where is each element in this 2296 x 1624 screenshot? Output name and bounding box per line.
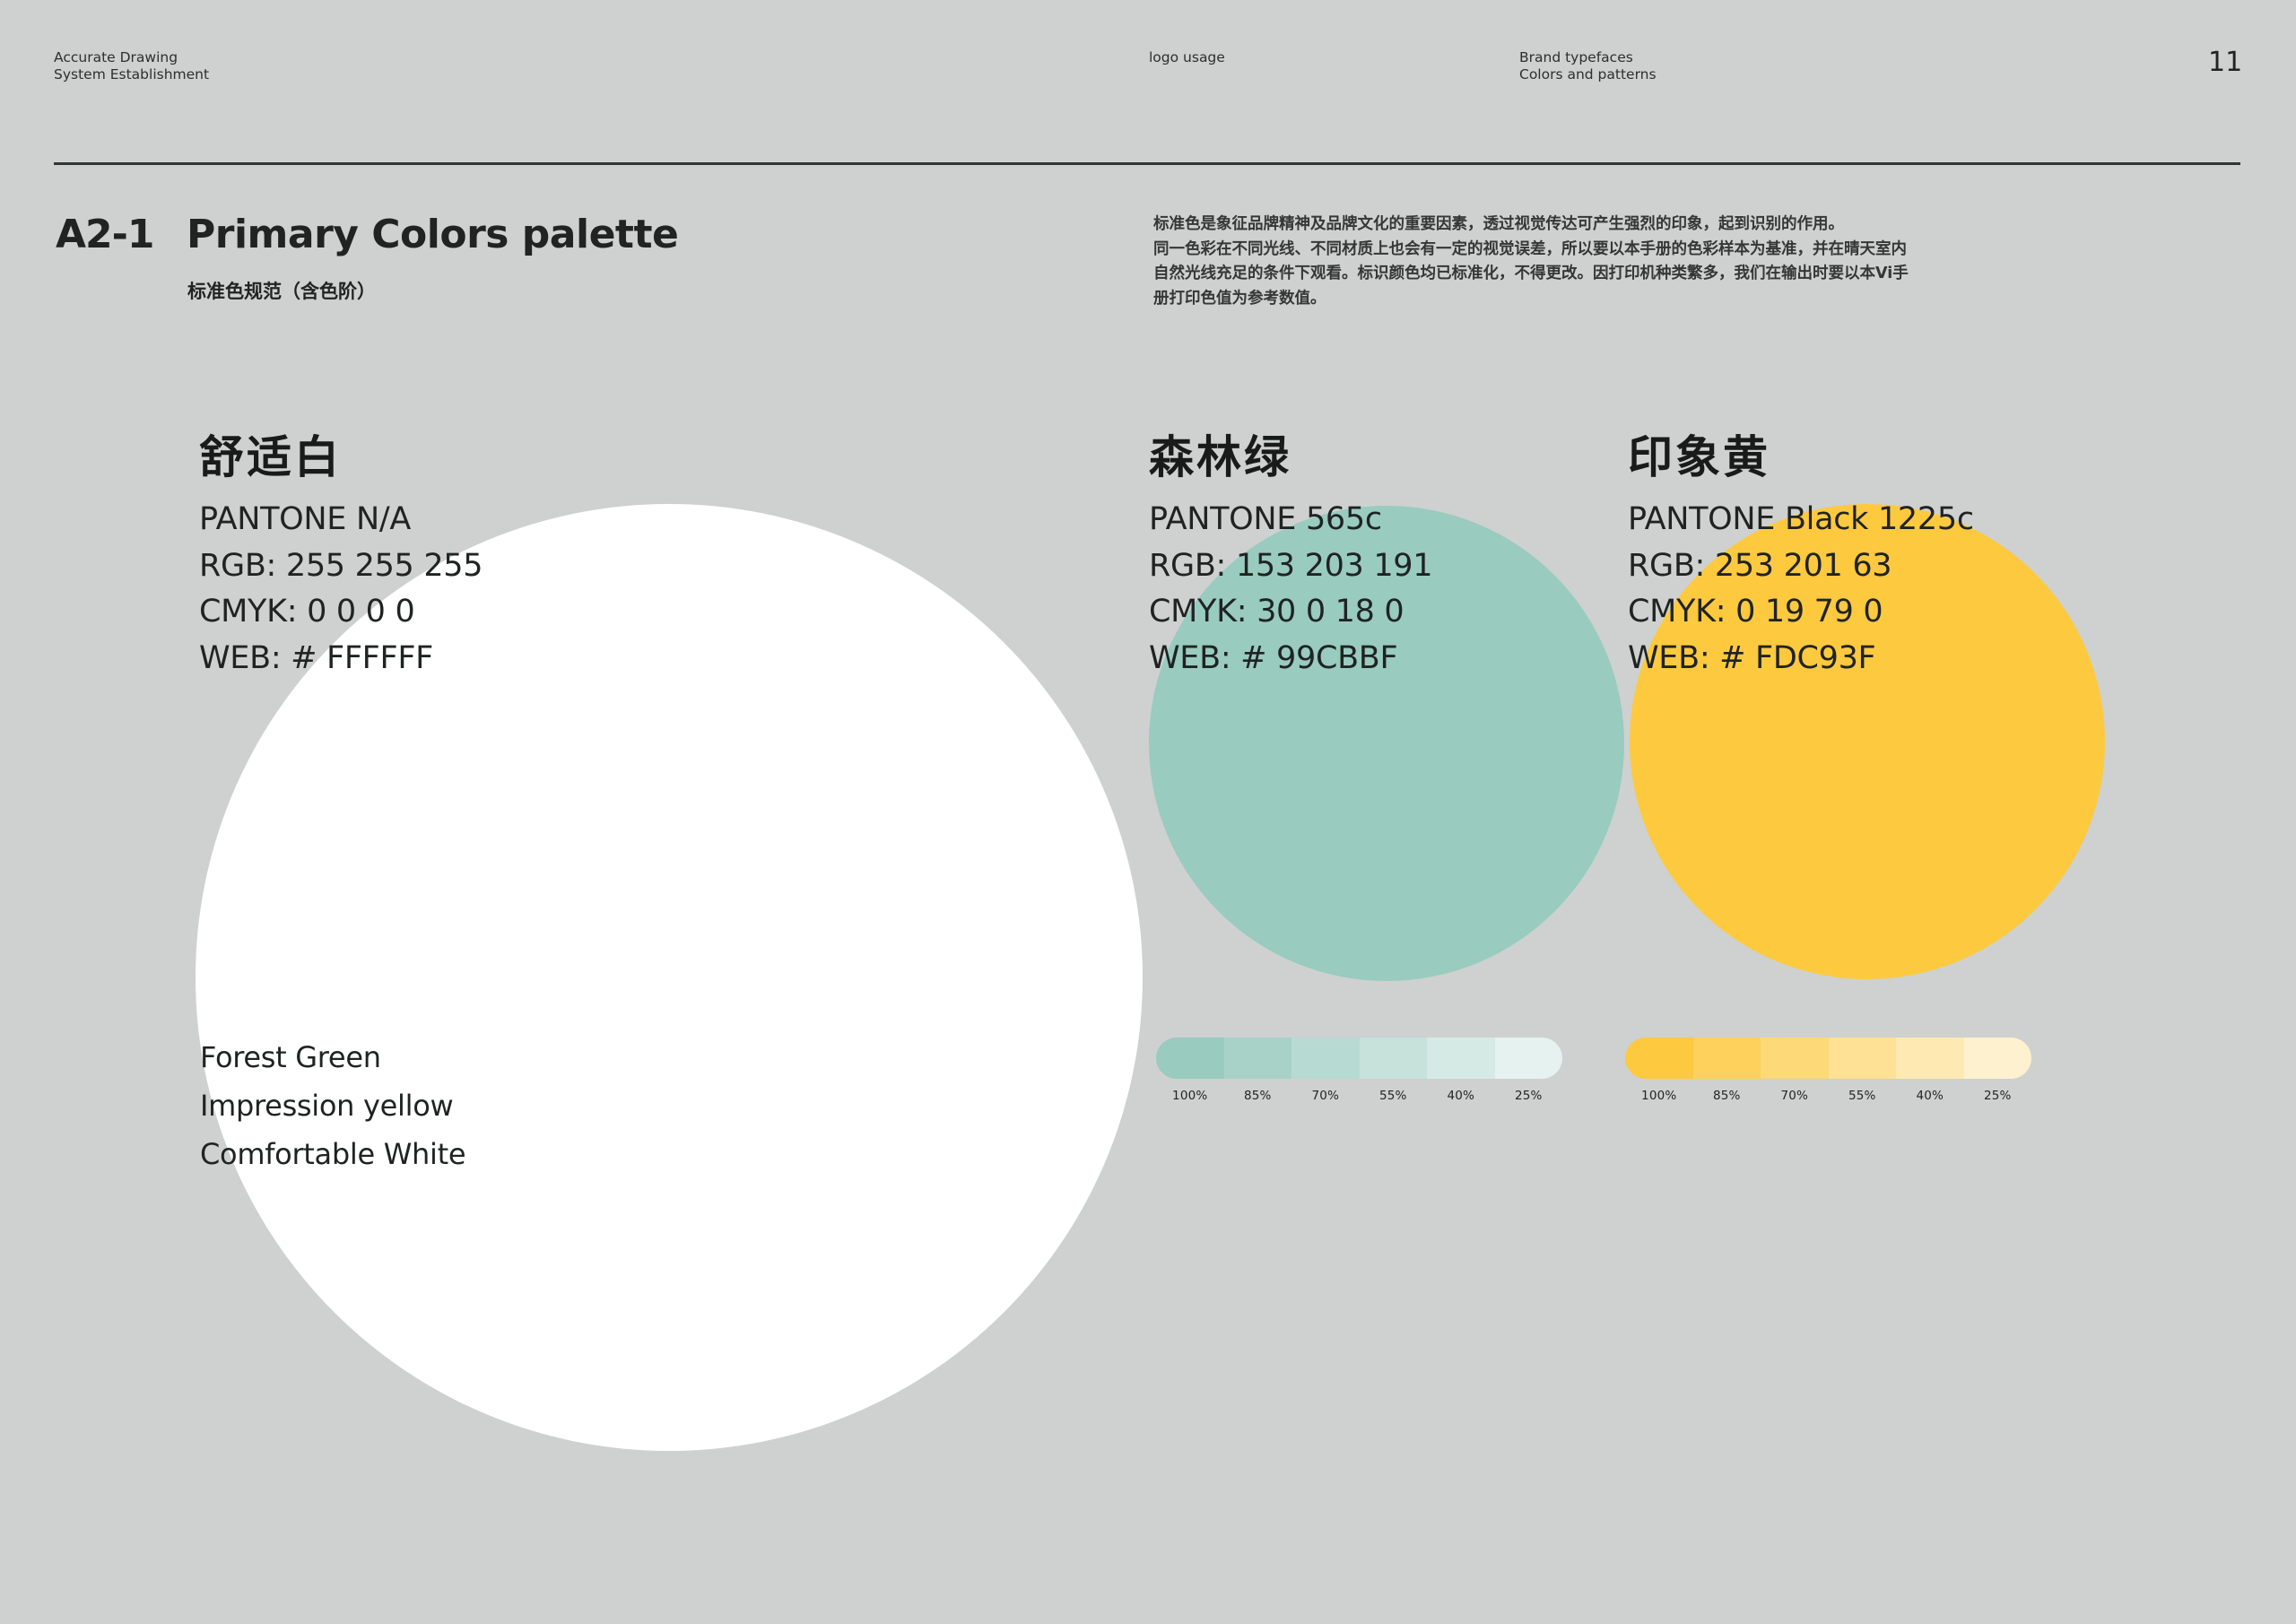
- header-left: Accurate Drawing System Establishment: [54, 49, 209, 83]
- cmyk-value: CMYK: 0 19 79 0: [1628, 594, 1883, 630]
- tint-label: 25%: [1514, 1089, 1543, 1103]
- tint-segment-25: [1963, 1038, 2031, 1079]
- tint-label: 85%: [1243, 1089, 1272, 1103]
- tint-segment-40: [1896, 1038, 1964, 1079]
- header-center: logo usage: [1149, 49, 1225, 65]
- tint-label: 40%: [1447, 1089, 1475, 1103]
- pantone-value: PANTONE 565c: [1149, 501, 1382, 537]
- tint-labels: 100% 85% 70% 55% 40% 25%: [1156, 1089, 1562, 1103]
- rgb-value: RGB: 255 255 255: [199, 547, 483, 584]
- color-name-comfortable-white: Comfortable White: [200, 1137, 466, 1171]
- section-subtitle-cn: 标准色规范（含色阶）: [187, 281, 376, 302]
- header-right-line1: Brand typefaces: [1519, 49, 1633, 65]
- comfortable-white-swatch-circle: [196, 504, 1143, 1451]
- tint-label: 40%: [1916, 1089, 1944, 1103]
- swatch-info-impression-yellow: 印象黄 PANTONE Black 1225c RGB: 253 201 63 …: [1628, 430, 1974, 682]
- rgb-value: RGB: 153 203 191: [1149, 547, 1433, 584]
- tint-scale-forest-green: 100% 85% 70% 55% 40% 25%: [1156, 1038, 1562, 1103]
- impression-yellow-swatch-circle: [1630, 504, 2105, 979]
- tint-segment-100: [1156, 1038, 1224, 1079]
- header-right: Brand typefaces Colors and patterns: [1519, 49, 1657, 83]
- page-title: Primary Colors palette: [187, 212, 679, 257]
- swatch-name-cn: 森林绿: [1149, 430, 1292, 483]
- swatch-name-cn: 舒适白: [199, 430, 342, 483]
- tint-scale-impression-yellow: 100% 85% 70% 55% 40% 25%: [1625, 1038, 2031, 1103]
- color-name-impression-yellow: Impression yellow: [200, 1089, 454, 1123]
- web-value: WEB: # FFFFFF: [199, 639, 433, 676]
- tint-segment-85: [1692, 1038, 1761, 1079]
- intro-paragraph: 标准色是象征品牌精神及品牌文化的重要因素，透过视觉传达可产生强烈的印象，起到识别…: [1153, 213, 1909, 311]
- header-right-line2: Colors and patterns: [1519, 66, 1657, 83]
- tint-label: 70%: [1311, 1089, 1340, 1103]
- tint-label: 55%: [1848, 1089, 1876, 1103]
- tint-segment-40: [1427, 1038, 1495, 1079]
- tint-label: 100%: [1172, 1089, 1208, 1103]
- header-divider: [54, 162, 2240, 165]
- pantone-value: PANTONE Black 1225c: [1628, 501, 1974, 537]
- tint-segment-70: [1761, 1038, 1829, 1079]
- section-code: A2-1: [56, 212, 155, 257]
- color-names-list: Forest Green Impression yellow Comfortab…: [200, 1033, 466, 1178]
- color-name-forest-green: Forest Green: [200, 1040, 381, 1074]
- rgb-value: RGB: 253 201 63: [1628, 547, 1892, 584]
- tint-label: 100%: [1641, 1089, 1677, 1103]
- tint-label: 25%: [1983, 1089, 2012, 1103]
- cmyk-value: CMYK: 30 0 18 0: [1149, 594, 1405, 630]
- tint-segment-70: [1292, 1038, 1360, 1079]
- intro-line-3: 自然光线充足的条件下观看。标识颜色均已标准化，不得更改。因打印机种类繁多，我们在…: [1153, 265, 1909, 283]
- intro-line-1: 标准色是象征品牌精神及品牌文化的重要因素，透过视觉传达可产生强烈的印象，起到识别…: [1153, 215, 1844, 233]
- tint-segment-55: [1828, 1038, 1896, 1079]
- header-left-line2: System Establishment: [54, 66, 210, 83]
- tint-label: 70%: [1780, 1089, 1809, 1103]
- tint-segment-55: [1359, 1038, 1427, 1079]
- tint-bar: [1625, 1038, 2031, 1079]
- swatch-info-comfortable-white: 舒适白 PANTONE N/A RGB: 255 255 255 CMYK: 0…: [199, 430, 483, 682]
- forest-green-swatch-circle: [1149, 506, 1624, 981]
- web-value: WEB: # 99CBBF: [1149, 639, 1398, 676]
- tint-segment-100: [1625, 1038, 1693, 1079]
- swatch-name-cn: 印象黄: [1628, 430, 1770, 483]
- tint-labels: 100% 85% 70% 55% 40% 25%: [1625, 1089, 2031, 1103]
- page-number: 11: [2208, 47, 2243, 78]
- pantone-value: PANTONE N/A: [199, 501, 411, 537]
- web-value: WEB: # FDC93F: [1628, 639, 1876, 676]
- tint-segment-25: [1494, 1038, 1562, 1079]
- tint-label: 85%: [1712, 1089, 1741, 1103]
- tint-label: 55%: [1378, 1089, 1407, 1103]
- intro-line-4: 册打印色值为参考数值。: [1153, 289, 1326, 308]
- header-left-line1: Accurate Drawing: [54, 49, 178, 65]
- cmyk-value: CMYK: 0 0 0 0: [199, 594, 415, 630]
- swatch-info-forest-green: 森林绿 PANTONE 565c RGB: 153 203 191 CMYK: …: [1149, 430, 1433, 682]
- tint-segment-85: [1223, 1038, 1292, 1079]
- tint-bar: [1156, 1038, 1562, 1079]
- intro-line-2: 同一色彩在不同光线、不同材质上也会有一定的视觉误差，所以要以本手册的色彩样本为基…: [1153, 239, 1907, 258]
